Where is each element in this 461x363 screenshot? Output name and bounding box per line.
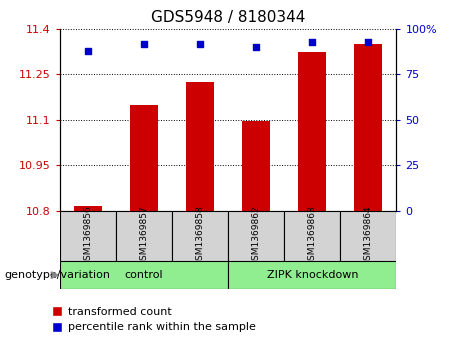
Text: GSM1369858: GSM1369858 — [195, 205, 205, 266]
Text: ZIPK knockdown: ZIPK knockdown — [266, 270, 358, 280]
Point — [253, 44, 260, 50]
Text: GSM1369856: GSM1369856 — [83, 205, 93, 266]
Bar — [74, 206, 102, 211]
Text: genotype/variation: genotype/variation — [5, 270, 111, 280]
Bar — [116, 211, 172, 261]
Point — [309, 39, 316, 45]
Bar — [242, 121, 270, 211]
Point — [365, 39, 372, 45]
Bar — [228, 211, 284, 261]
Bar — [60, 211, 116, 261]
Bar — [284, 211, 340, 261]
Bar — [355, 44, 383, 211]
Text: GSM1369857: GSM1369857 — [140, 205, 148, 266]
Text: GSM1369863: GSM1369863 — [308, 205, 317, 266]
Bar — [298, 52, 326, 211]
Point — [140, 41, 148, 46]
Text: GSM1369864: GSM1369864 — [364, 205, 373, 266]
Point — [196, 41, 204, 46]
Bar — [340, 211, 396, 261]
Bar — [60, 261, 228, 289]
Bar — [228, 261, 396, 289]
Bar — [172, 211, 228, 261]
Text: control: control — [125, 270, 163, 280]
Text: GSM1369862: GSM1369862 — [252, 205, 261, 266]
Point — [84, 48, 92, 54]
Bar — [130, 105, 158, 211]
Bar — [186, 82, 214, 211]
Legend: transformed count, percentile rank within the sample: transformed count, percentile rank withi… — [52, 307, 256, 333]
Title: GDS5948 / 8180344: GDS5948 / 8180344 — [151, 10, 305, 25]
